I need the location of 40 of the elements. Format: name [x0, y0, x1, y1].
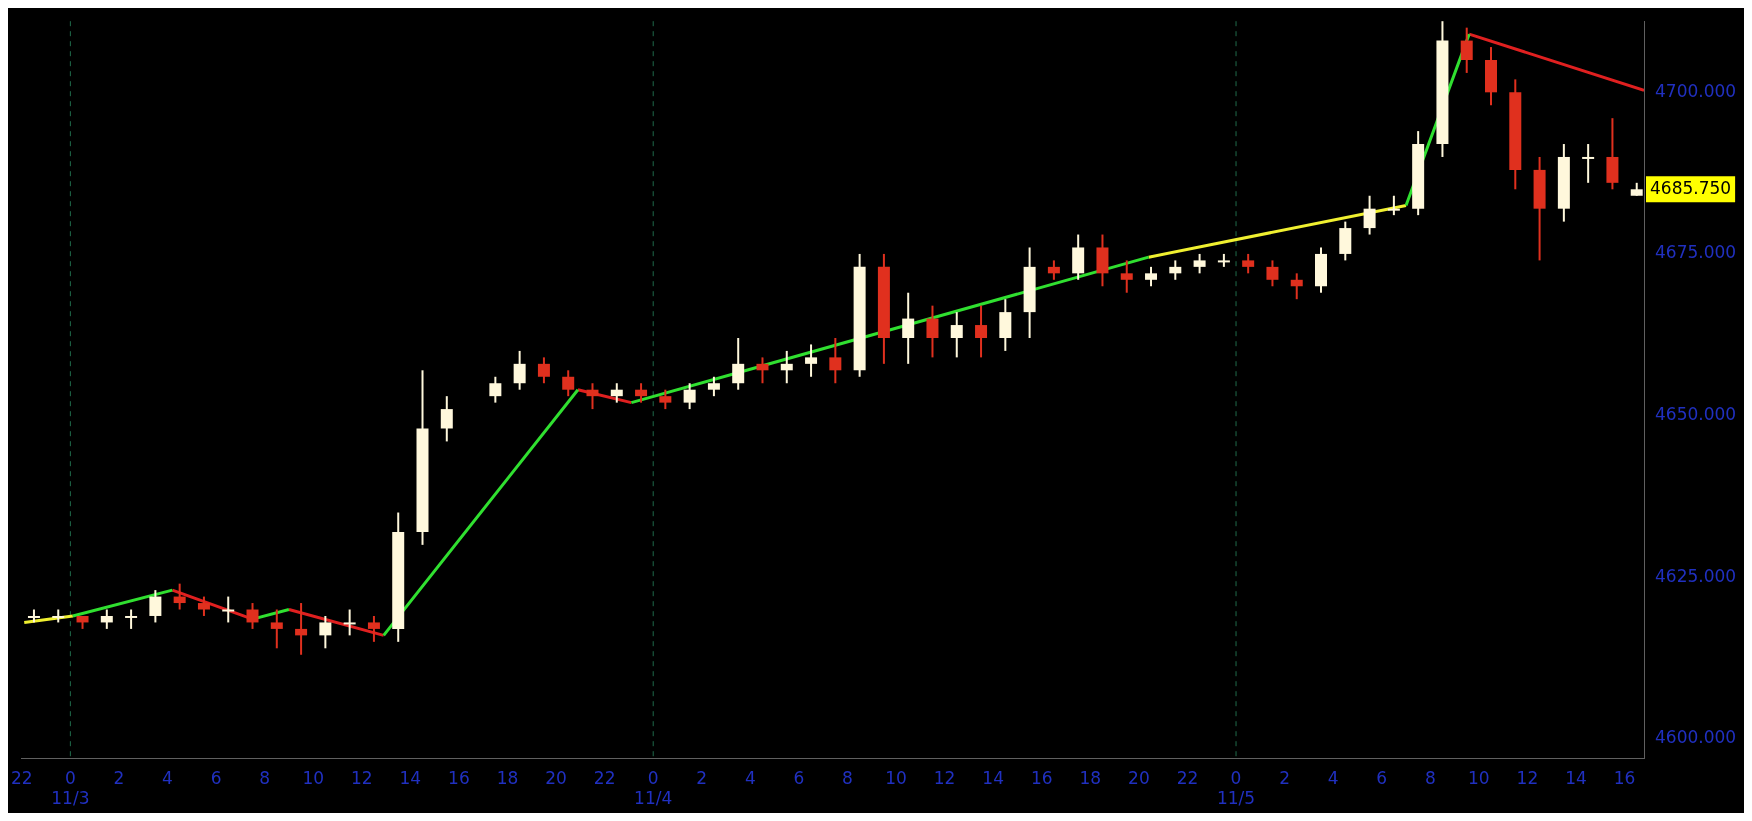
x-tick-label: 14 — [399, 767, 422, 788]
x-tick-label: 18 — [496, 767, 519, 788]
x-tick-label: 4 — [744, 767, 756, 788]
x-tick-label: 8 — [259, 767, 271, 788]
x-tick-label: 18 — [1079, 767, 1102, 788]
y-tick-label: 4625.000 — [1655, 565, 1737, 586]
x-tick-label: 0 11/5 — [1216, 767, 1256, 809]
x-tick-label: 12 — [933, 767, 956, 788]
x-tick-label: 2 — [1279, 767, 1291, 788]
x-tick-label: 10 — [1468, 767, 1490, 788]
y-tick-label: 4675.000 — [1655, 242, 1737, 263]
x-tick-label: 10 — [885, 767, 907, 788]
x-tick-label: 16 — [1030, 767, 1053, 788]
x-tick-label: 10 — [302, 767, 325, 788]
x-tick-label: 0 11/4 — [634, 767, 673, 809]
x-tick-label: 16 — [1613, 767, 1636, 788]
x-tick-label: 22 — [1176, 767, 1199, 788]
x-tick-label: 22 — [593, 767, 616, 788]
y-tick-label: 4700.000 — [1655, 80, 1737, 101]
x-tick-label: 6 — [210, 767, 222, 788]
y-tick-label: 4650.000 — [1655, 403, 1737, 424]
x-tick-label: 2 — [696, 767, 708, 788]
x-tick-label: 22 — [11, 767, 33, 788]
x-tick-label: 16 — [448, 767, 470, 788]
x-tick-label: 14 — [1565, 767, 1587, 788]
x-tick-label: 12 — [350, 767, 373, 788]
x-tick-label: 20 — [1128, 767, 1150, 788]
x-tick-label: 4 — [1327, 767, 1339, 788]
x-tick-label: 14 — [982, 767, 1004, 788]
x-tick-label: 2 — [113, 767, 125, 788]
x-tick-label: 8 — [1424, 767, 1436, 788]
x-tick-label: 12 — [1516, 767, 1539, 788]
x-tick-label: 20 — [545, 767, 567, 788]
y-tick-label: 4600.000 — [1655, 727, 1737, 748]
x-tick-label: 0 11/3 — [51, 767, 90, 809]
x-tick-label: 6 — [793, 767, 805, 788]
x-tick-label: 8 — [842, 767, 853, 788]
x-tick-label: 4 — [162, 767, 173, 788]
text: 4685.750 — [1650, 177, 1732, 198]
x-tick-label: 6 — [1376, 767, 1388, 788]
